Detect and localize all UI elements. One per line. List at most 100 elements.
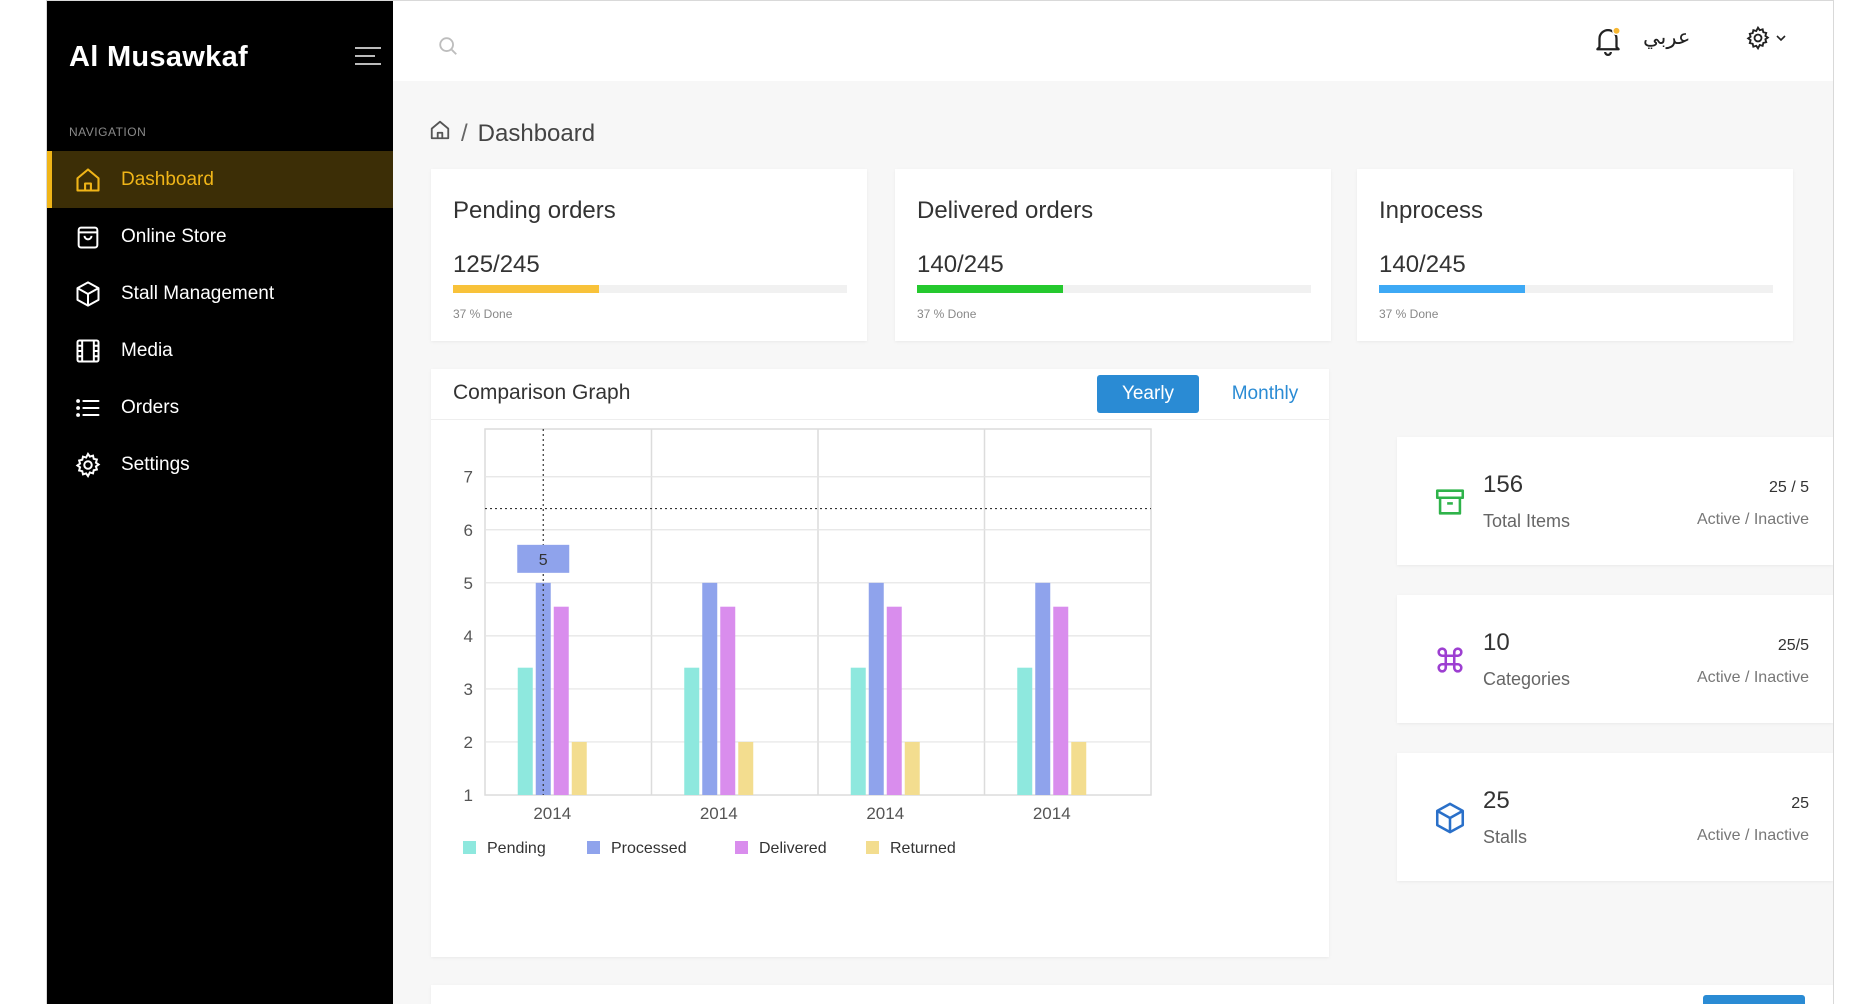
sidebar-item-online-store[interactable]: Online Store xyxy=(47,208,393,265)
chart-bar-pending xyxy=(684,667,700,795)
stat-card-delivered: Delivered orders 140/245 37 % Done xyxy=(895,169,1331,341)
summary-ratio-label: Active / Inactive xyxy=(1696,669,1809,686)
legend-label: Processed xyxy=(611,840,687,857)
chart-bar-returned xyxy=(904,741,920,795)
x-tick-label: 2014 xyxy=(1033,804,1071,823)
legend-swatch xyxy=(463,841,476,854)
chart-bar-processed xyxy=(1035,582,1051,795)
settings-dropdown[interactable] xyxy=(1745,25,1787,51)
sidebar-nav: Dashboard Online Store Stall Management … xyxy=(47,151,393,493)
y-tick-label: 7 xyxy=(464,468,473,487)
summary-ratio: 25 xyxy=(1791,795,1809,812)
chart-bar-returned xyxy=(1071,741,1087,795)
monthly-button[interactable]: Monthly xyxy=(1215,375,1315,413)
summary-number: 156 xyxy=(1483,471,1524,498)
summary-number: 25 xyxy=(1483,787,1510,814)
stat-title: Inprocess xyxy=(1379,197,1484,224)
legend-swatch xyxy=(866,841,879,854)
chart-title: Comparison Graph xyxy=(453,381,631,404)
chart-bar-delivered xyxy=(1053,606,1069,795)
progress-label: 37 % Done xyxy=(453,307,513,321)
y-tick-label: 5 xyxy=(464,574,473,593)
chart-bar-delivered xyxy=(886,606,902,795)
command-icon xyxy=(1433,643,1467,682)
legend-label: Pending xyxy=(487,840,546,857)
summary-card-total-items: 156 Total Items 25 / 5 Active / Inactive xyxy=(1397,437,1833,565)
chart-bar-processed xyxy=(702,582,718,795)
sidebar-item-settings[interactable]: Settings xyxy=(47,436,393,493)
sidebar-item-orders[interactable]: Orders xyxy=(47,379,393,436)
legend-label: Returned xyxy=(890,840,956,857)
sidebar-item-label: Orders xyxy=(121,396,180,418)
list-icon xyxy=(73,393,103,423)
chevron-down-icon xyxy=(1776,35,1786,42)
stat-title: Delivered orders xyxy=(917,197,1094,224)
cube-icon xyxy=(1433,801,1467,840)
summary-label: Categories xyxy=(1483,669,1571,689)
sidebar-item-stall-management[interactable]: Stall Management xyxy=(47,265,393,322)
sidebar-item-label: Online Store xyxy=(121,225,227,247)
y-tick-label: 2 xyxy=(464,733,473,752)
app-frame: Al Musawkaf NAVIGATION Dashboard Online … xyxy=(46,0,1834,1004)
progress-fill xyxy=(917,285,1063,293)
chart-bar-processed xyxy=(868,582,884,795)
nav-section-title: NAVIGATION xyxy=(69,125,147,139)
chart-bar-processed xyxy=(535,582,551,795)
stat-card-inprocess: Inprocess 140/245 37 % Done xyxy=(1357,169,1793,341)
x-tick-label: 2014 xyxy=(866,804,904,823)
stat-value: 140/245 xyxy=(1379,251,1466,278)
y-tick-label: 6 xyxy=(464,521,473,540)
progress-fill xyxy=(1379,285,1525,293)
summary-card-categories: 10 Categories 25/5 Active / Inactive xyxy=(1397,595,1833,723)
y-tick-label: 1 xyxy=(464,786,473,805)
x-tick-label: 2014 xyxy=(533,804,571,823)
home-icon[interactable] xyxy=(429,119,451,148)
sidebar-item-label: Settings xyxy=(121,453,190,475)
notification-bell-icon[interactable] xyxy=(1591,23,1625,62)
gear-icon xyxy=(1746,25,1770,51)
summary-label: Stalls xyxy=(1483,827,1528,847)
sidebar-item-dashboard[interactable]: Dashboard xyxy=(47,151,393,208)
film-icon xyxy=(73,336,103,366)
summary-ratio: 25 / 5 xyxy=(1768,479,1809,496)
bottom-card-button[interactable] xyxy=(1703,995,1805,1004)
language-switch[interactable]: عربي xyxy=(1643,26,1691,49)
chart-bar-returned xyxy=(571,741,587,795)
sidebar-item-media[interactable]: Media xyxy=(47,322,393,379)
stat-card-pending: Pending orders 125/245 37 % Done xyxy=(431,169,867,341)
progress-label: 37 % Done xyxy=(917,307,977,321)
brand-title: Al Musawkaf xyxy=(69,41,248,73)
progress-track xyxy=(1379,285,1773,293)
legend-label: Delivered xyxy=(759,840,827,857)
chart-tooltip-value: 5 xyxy=(539,552,548,569)
chart-bar-pending xyxy=(850,667,866,795)
menu-toggle-icon[interactable] xyxy=(355,47,381,67)
top-bar: عربي xyxy=(393,1,1833,81)
progress-track xyxy=(917,285,1311,293)
comparison-graph-card: Comparison Graph Yearly Monthly 1 2 3 4 5 6 7 2… xyxy=(431,369,1329,957)
yearly-button[interactable]: Yearly xyxy=(1097,375,1199,413)
comparison-bar-chart: 1 2 3 4 5 6 7 2014 2014 2014 2014 5 Pending Processed… xyxy=(463,428,1152,857)
summary-number: 10 xyxy=(1483,629,1510,656)
legend-swatch xyxy=(735,841,748,854)
gear-icon xyxy=(73,450,103,480)
stat-title: Pending orders xyxy=(453,197,616,224)
y-tick-label: 4 xyxy=(464,627,473,646)
chart-bar-returned xyxy=(738,741,754,795)
sidebar: Al Musawkaf NAVIGATION Dashboard Online … xyxy=(47,1,393,1004)
archive-icon xyxy=(1433,485,1467,524)
progress-label: 37 % Done xyxy=(1379,307,1439,321)
legend-swatch xyxy=(587,841,600,854)
summary-ratio-label: Active / Inactive xyxy=(1696,827,1809,844)
sidebar-item-label: Dashboard xyxy=(121,168,214,190)
progress-track xyxy=(453,285,847,293)
shopping-bag-icon xyxy=(73,222,103,252)
summary-ratio-label: Active / Inactive xyxy=(1696,511,1809,528)
bottom-card-partial xyxy=(431,985,1833,1004)
breadcrumb-separator: / xyxy=(461,119,468,147)
search-icon[interactable] xyxy=(437,35,459,62)
chart-tooltip xyxy=(517,544,570,573)
y-tick-label: 3 xyxy=(464,680,473,699)
progress-fill xyxy=(453,285,599,293)
box-icon xyxy=(73,279,103,309)
